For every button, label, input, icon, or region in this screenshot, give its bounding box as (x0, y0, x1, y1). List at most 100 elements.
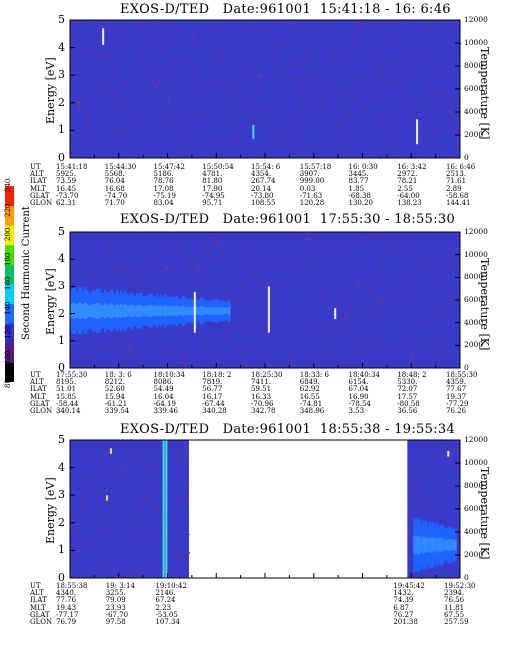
ephemeris-value: 81.80 (202, 177, 223, 186)
noise-pixel (212, 262, 214, 264)
noise-pixel (400, 108, 402, 110)
noise-pixel (260, 110, 262, 112)
emission-band-core (426, 538, 428, 552)
noise-pixel (185, 143, 188, 145)
noise-pixel (221, 55, 224, 58)
emission-band-core (430, 537, 433, 553)
emission-band-slice (107, 291, 111, 330)
emission-band-slice (440, 526, 442, 564)
noise-pixel (158, 487, 161, 490)
emission-band-core (105, 304, 109, 317)
noise-pixel (399, 51, 402, 53)
noise-pixel (353, 38, 356, 41)
ephemeris-value: 4781. (202, 170, 223, 179)
noise-pixel (142, 508, 144, 510)
emission-band-slice (431, 521, 433, 569)
noise-pixel (162, 502, 165, 505)
noise-pixel (132, 363, 135, 365)
emission-band-core (423, 535, 425, 554)
noise-pixel (88, 456, 90, 459)
ephemeris-value: 83.77 (348, 177, 369, 186)
y-tick-label: 3 (58, 279, 65, 293)
emission-band-slice (454, 529, 456, 561)
noise-pixel (328, 331, 330, 333)
colorbar-tick: 160 (4, 276, 12, 290)
noise-pixel (309, 116, 311, 118)
noise-pixel (218, 300, 220, 302)
ephemeris-value: -74.70 (104, 191, 128, 200)
noise-pixel (144, 573, 147, 575)
noise-pixel (82, 495, 85, 497)
emission-band-core (193, 306, 197, 315)
noise-pixel (130, 487, 133, 490)
emission-band-slice (439, 526, 441, 564)
emission-band-slice (422, 523, 424, 567)
ephemeris-value: -80.58 (397, 399, 420, 408)
noise-pixel (181, 112, 183, 114)
colorbar-gradient (5, 186, 14, 382)
noise-pixel (341, 255, 344, 257)
emission-band-slice (115, 290, 119, 331)
noise-pixel (180, 558, 183, 561)
noise-pixel (123, 24, 125, 26)
emission-band-core (421, 537, 423, 553)
noise-pixel (442, 494, 445, 496)
ephemeris-value: 0.03 (299, 184, 316, 193)
noise-pixel (286, 292, 289, 294)
emission-band-core (431, 536, 433, 554)
noise-pixel (232, 311, 234, 314)
noise-pixel (430, 21, 433, 24)
emission-band-slice (151, 296, 155, 326)
noise-pixel (264, 316, 266, 319)
noise-pixel (182, 133, 184, 135)
noise-pixel (307, 296, 310, 298)
spectrogram-background (70, 20, 460, 158)
noise-pixel (272, 239, 274, 241)
noise-pixel (265, 327, 268, 330)
emission-band-slice (423, 522, 426, 568)
noise-pixel (428, 450, 430, 452)
noise-pixel (445, 305, 448, 307)
noise-pixel (204, 358, 206, 361)
emission-band-slice (453, 528, 455, 561)
noise-pixel (436, 526, 438, 528)
noise-pixel (375, 68, 377, 71)
noise-pixel (78, 104, 80, 106)
emission-band-core (442, 537, 444, 552)
noise-pixel (127, 572, 129, 574)
emission-band-slice (83, 287, 87, 335)
noise-pixel (88, 354, 90, 356)
emission-band-slice (427, 523, 429, 566)
emission-band-core (227, 307, 231, 315)
noise-pixel (398, 331, 400, 334)
noise-pixel (381, 72, 384, 75)
ephemeris-value: 16: 3:42 (397, 163, 427, 171)
noise-pixel (178, 352, 181, 354)
noise-pixel (325, 62, 327, 64)
emission-band-core (99, 304, 103, 318)
noise-pixel (172, 482, 175, 484)
noise-pixel (331, 285, 334, 287)
noise-pixel (368, 233, 371, 236)
noise-pixel (268, 337, 271, 340)
emission-band-slice (416, 522, 418, 568)
noise-pixel (412, 551, 415, 553)
ephemeris-value: 78.76 (153, 177, 174, 186)
noise-pixel (99, 444, 102, 447)
noise-pixel (239, 35, 241, 37)
noise-pixel (451, 299, 453, 302)
noise-pixel (300, 96, 303, 98)
noise-pixel (381, 358, 383, 361)
noise-pixel (101, 36, 103, 39)
noise-pixel (257, 345, 259, 348)
emission-band-slice (103, 289, 107, 333)
noise-pixel (300, 138, 303, 141)
noise-pixel (142, 501, 144, 504)
noise-pixel (434, 129, 437, 131)
emission-band-core (449, 538, 451, 552)
noise-pixel (459, 125, 461, 127)
noise-pixel (349, 238, 351, 241)
ephemeris-value: 56.77 (202, 385, 223, 394)
noise-pixel (232, 50, 235, 52)
noise-pixel (93, 334, 96, 336)
